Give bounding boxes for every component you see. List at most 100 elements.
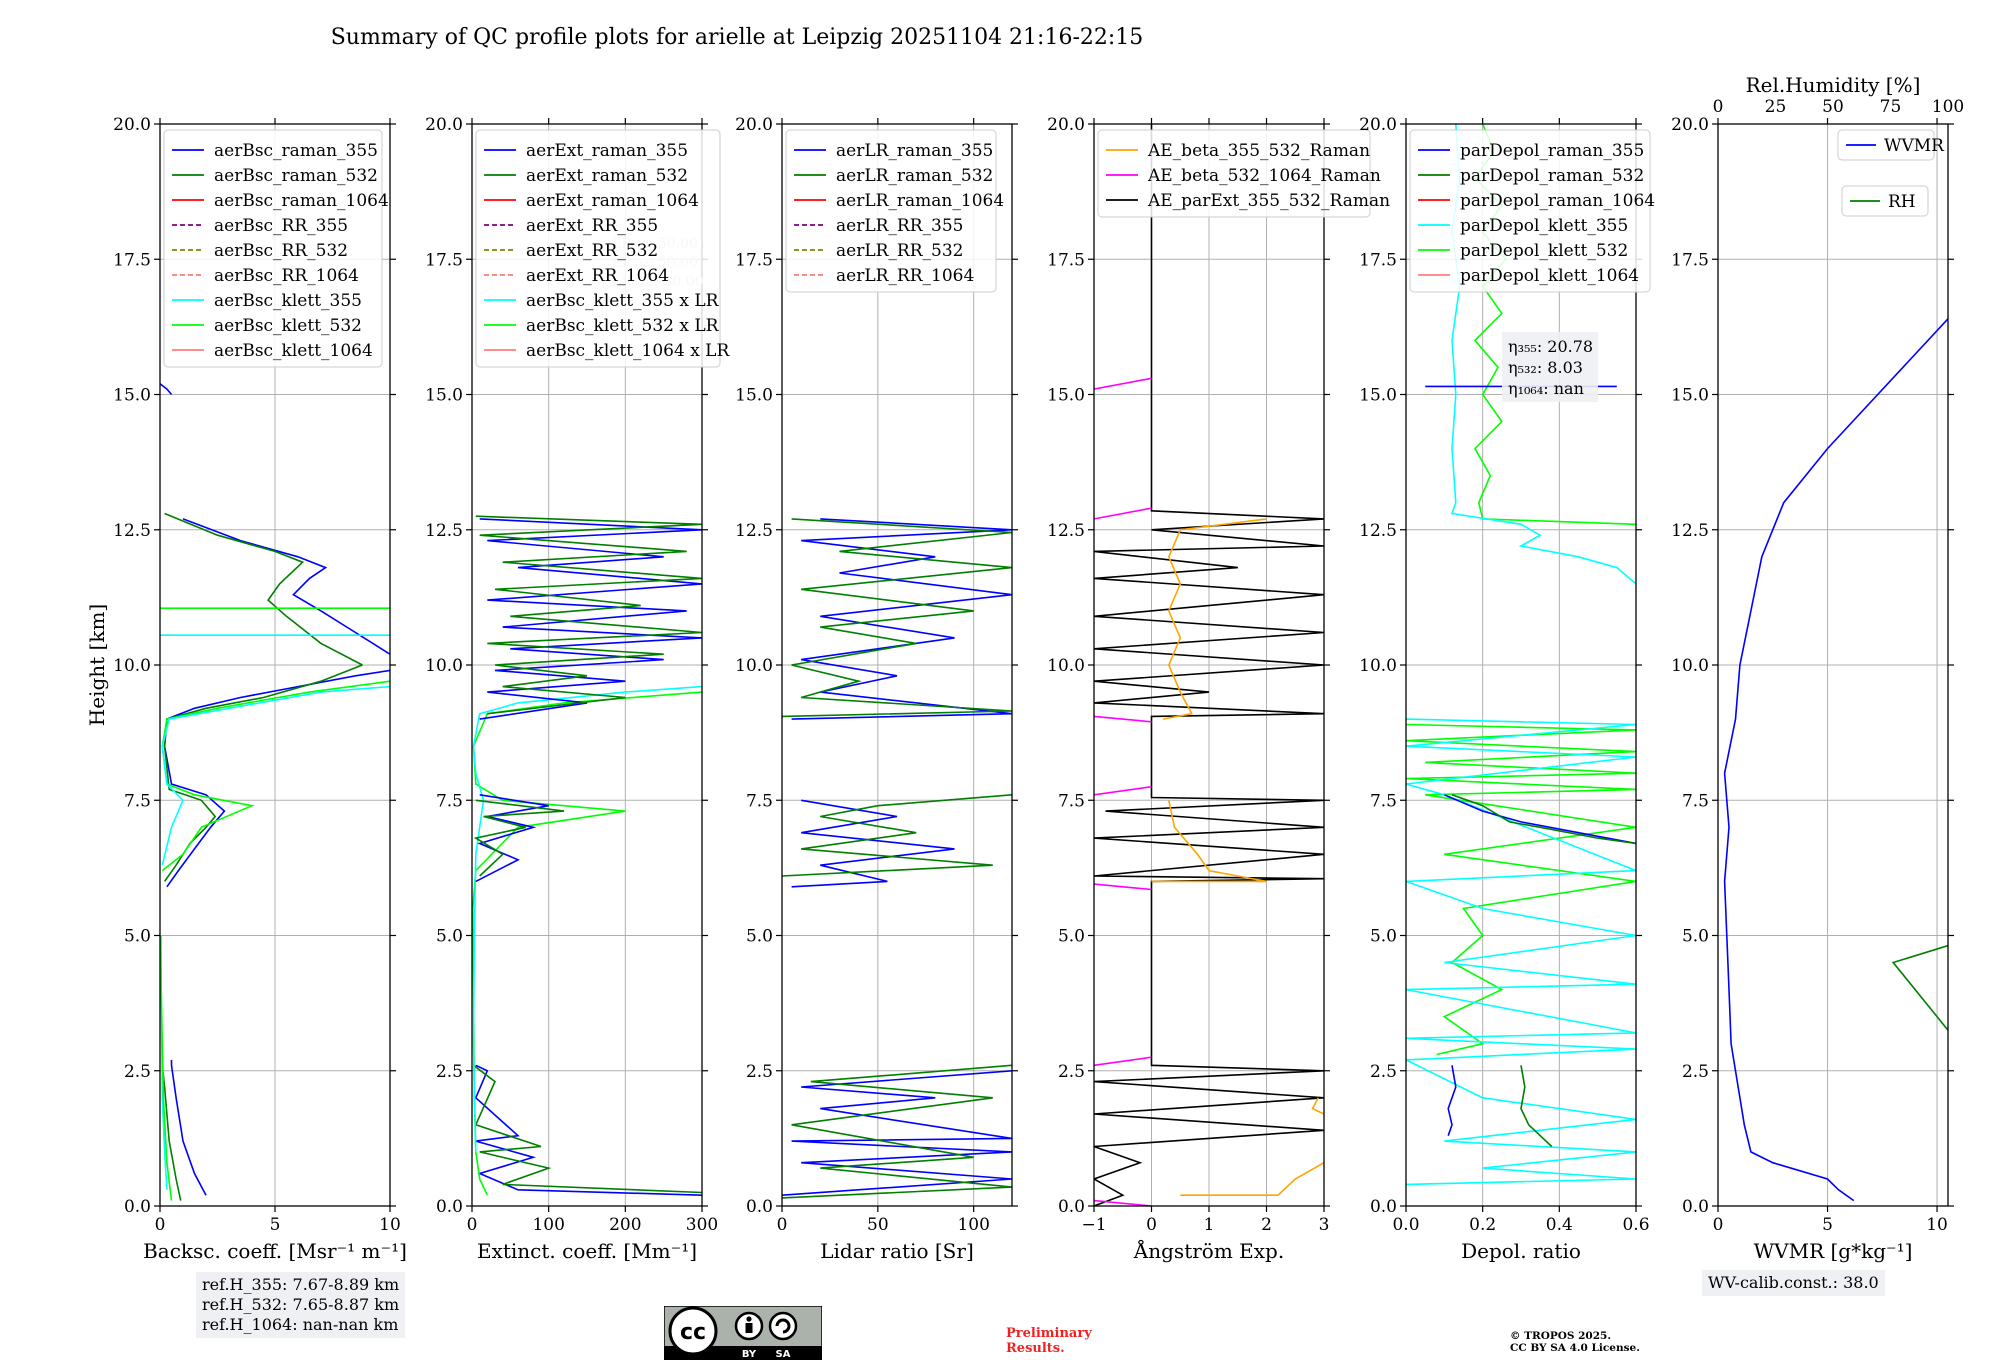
series-line-AE_beta_532_1064_Raman xyxy=(1094,1056,1152,1067)
series-group xyxy=(160,383,390,1201)
legend-label: aerExt_raman_532 xyxy=(526,166,688,186)
wv-calibration-constant: WV-calib.const.: 38.0 xyxy=(1708,1273,1879,1292)
panel-angstrom: 0.0 2.5 5.0 7.5 10.0 12.5 15.0 17.5 20.0 −1 0 1 2 3 Ån… xyxy=(1047,115,1390,1263)
series-line-aerBsc_raman_532 xyxy=(164,512,363,666)
x-tick-label: 5 xyxy=(1822,1215,1833,1235)
x-tick-label: 0 xyxy=(155,1215,166,1235)
legend-label: aerBsc_RR_1064 xyxy=(214,266,359,286)
y-tick-label: 2.5 xyxy=(436,1062,463,1082)
y-tick-label: 7.5 xyxy=(124,791,151,811)
legend-label: aerLR_raman_532 xyxy=(836,166,993,186)
legend-label: aerExt_RR_532 xyxy=(526,241,658,261)
series-line-AE_beta_355_532_Raman xyxy=(1151,800,1267,883)
series-line-AE_beta_355_532_Raman xyxy=(1180,1162,1324,1196)
y-tick-label: 15.0 xyxy=(1671,386,1709,406)
legend-label: aerExt_raman_355 xyxy=(526,141,688,161)
series-line-parDepol_klett_532 xyxy=(1406,723,1636,1056)
series-group xyxy=(472,515,702,1196)
series-line-aerLR_raman_532 xyxy=(782,794,1012,877)
legend-label: parDepol_klett_1064 xyxy=(1460,266,1639,286)
cc-icon: cc xyxy=(680,1320,706,1345)
legend-box xyxy=(785,129,997,293)
series-line-aerBsc_raman_355 xyxy=(160,383,173,396)
legend-label: WVMR xyxy=(1884,136,1945,156)
y-axis-label: Height [km] xyxy=(85,604,109,726)
x-tick-label: 10 xyxy=(1926,1215,1948,1235)
x-tick-label: 200 xyxy=(609,1215,641,1235)
series-line-aerBsc_raman_355 xyxy=(182,518,390,655)
legend-label: aerBsc_klett_355 x LR xyxy=(526,291,720,311)
y-tick-label: 20.0 xyxy=(1671,115,1709,135)
series-line-parDepol_raman_532 xyxy=(1451,794,1636,845)
series-line-AE_beta_532_1064_Raman xyxy=(1094,507,1152,520)
y-tick-label: 20.0 xyxy=(425,115,463,135)
x-tick-label: 0.0 xyxy=(1392,1215,1419,1235)
y-tick-label: 0.0 xyxy=(1682,1197,1709,1217)
x-tick-label: 5 xyxy=(270,1215,281,1235)
series-line-AE_beta_355_532_Raman xyxy=(1162,518,1267,720)
x-axis-label: Lidar ratio [Sr] xyxy=(820,1239,974,1263)
x-tick-label: 100 xyxy=(532,1215,564,1235)
y-tick-label: 10.0 xyxy=(1047,656,1085,676)
series-line-aerExt_raman_355 xyxy=(479,518,702,720)
y-tick-label: 15.0 xyxy=(1359,386,1397,406)
x-tick-label: 0 xyxy=(777,1215,788,1235)
legend-label: aerBsc_klett_355 xyxy=(214,291,362,311)
series-line-aerLR_raman_355 xyxy=(782,1070,1012,1196)
y-tick-label: 2.5 xyxy=(124,1062,151,1082)
y-tick-label: 0.0 xyxy=(124,1197,151,1217)
series-line-aerExt_raman_355 xyxy=(475,794,549,883)
copyright-line-2: CC BY SA 4.0 License. xyxy=(1510,1342,1640,1354)
subplot-panels: 0.02.55.07.510.012.515.017.520.00 5 10Back… xyxy=(113,73,1964,1263)
y-tick-label: 10.0 xyxy=(735,656,773,676)
x-tick-label: −1 xyxy=(1081,1215,1106,1235)
x-axis-label: Depol. ratio xyxy=(1461,1239,1581,1263)
y-tick-label: 12.5 xyxy=(1671,521,1709,541)
legend-label: parDepol_raman_1064 xyxy=(1460,191,1655,211)
legend-box-wvmr xyxy=(1837,129,1935,161)
legend-label: aerBsc_RR_355 xyxy=(214,216,348,236)
legend-label: RH xyxy=(1888,192,1916,212)
legend-box xyxy=(1409,129,1651,293)
x2-tick-label: 0 xyxy=(1713,97,1724,117)
x-tick-label: 0 xyxy=(1146,1215,1157,1235)
series-group xyxy=(782,518,1012,1199)
x2-tick-label: 75 xyxy=(1880,97,1902,117)
wv-calibration-box: WV-calib.const.: 38.0 xyxy=(1702,1270,1885,1296)
series-line-parDepol_raman_355 xyxy=(1443,794,1636,845)
x2-tick-label: 100 xyxy=(1932,97,1964,117)
y-tick-label: 17.5 xyxy=(1359,250,1397,270)
y-tick-label: 0.0 xyxy=(746,1197,773,1217)
y-tick-label: 20.0 xyxy=(1359,115,1397,135)
sa-label: SA xyxy=(776,1349,791,1360)
preliminary-line-1: Preliminary xyxy=(1006,1326,1092,1341)
series-line-aerBsc_klett_355 x LR xyxy=(472,685,702,1152)
y-tick-label: 15.0 xyxy=(1047,386,1085,406)
y-tick-label: 2.5 xyxy=(746,1062,773,1082)
y-tick-label: 7.5 xyxy=(436,791,463,811)
x-tick-label: 0 xyxy=(1713,1215,1724,1235)
series-line-aerBsc_klett_532 x LR xyxy=(472,691,702,1196)
y-tick-label: 0.0 xyxy=(436,1197,463,1217)
legend-label: aerLR_raman_1064 xyxy=(836,191,1004,211)
legend-label: AE_parExt_355_532_Raman xyxy=(1147,191,1390,211)
x-tick-label: 3 xyxy=(1319,1215,1330,1235)
legend-label: aerBsc_raman_355 xyxy=(214,141,378,161)
eta-label: η₁₀₆₄: nan xyxy=(1508,379,1584,398)
series-line-aerExt_raman_532 xyxy=(473,799,565,877)
y-tick-label: 10.0 xyxy=(113,656,151,676)
series-line-aerLR_raman_532 xyxy=(782,1064,1012,1199)
y-tick-label: 12.5 xyxy=(425,521,463,541)
x-tick-label: 0 xyxy=(467,1215,478,1235)
y-tick-label: 12.5 xyxy=(1359,521,1397,541)
sa-sharealike-icon xyxy=(768,1311,798,1341)
legend-label: aerExt_RR_355 xyxy=(526,216,658,236)
legend-label: parDepol_raman_532 xyxy=(1460,166,1644,186)
y-tick-label: 5.0 xyxy=(746,927,773,947)
y-tick-label: 15.0 xyxy=(735,386,773,406)
y-tick-label: 20.0 xyxy=(1047,115,1085,135)
series-group xyxy=(1723,318,1948,1202)
y-tick-label: 2.5 xyxy=(1682,1062,1709,1082)
y-tick-label: 17.5 xyxy=(1671,250,1709,270)
series-line-aerExt_raman_355 xyxy=(474,1064,702,1196)
